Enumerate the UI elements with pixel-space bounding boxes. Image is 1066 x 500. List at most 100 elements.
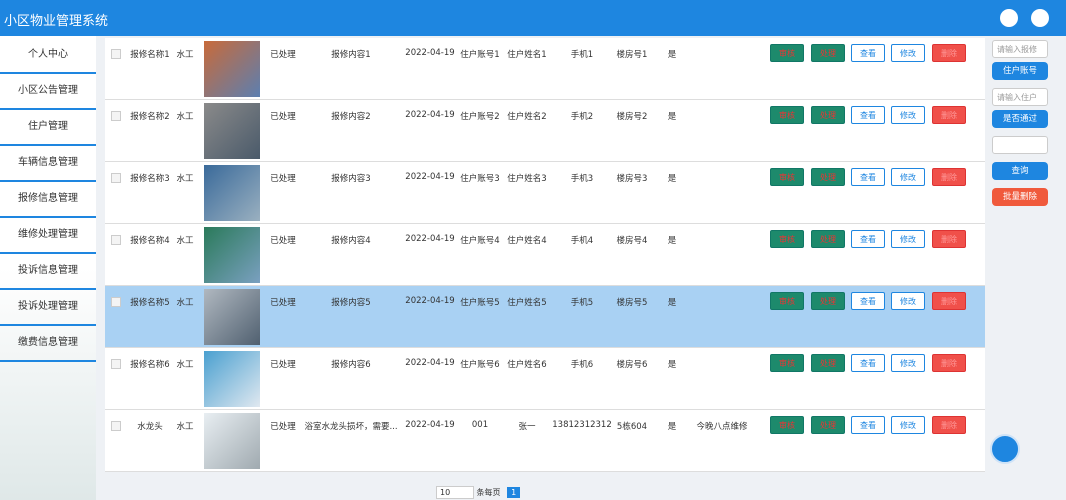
action-button[interactable]: 修改 — [891, 354, 925, 372]
action-button[interactable]: 修改 — [891, 416, 925, 434]
row-checkbox[interactable] — [111, 111, 121, 121]
cell-building: 楼房号2 — [616, 112, 648, 122]
cell-type: 水工 — [176, 50, 194, 60]
menu-item[interactable]: 住户管理 — [0, 110, 96, 146]
query-button[interactable]: 查询 — [992, 162, 1048, 180]
row-checkbox[interactable] — [111, 421, 121, 431]
table-row: 报修名称3 水工 已处理 报修内容3 2022-04-19 住户账号3 住户姓名3 手机3 楼房… — [105, 162, 985, 224]
action-button[interactable]: 查看 — [851, 354, 885, 372]
menu-item[interactable]: 个人中心 — [0, 38, 96, 74]
float-button[interactable] — [990, 434, 1020, 464]
user-icon[interactable] — [1031, 9, 1049, 27]
cell-name: 报修名称1 — [130, 50, 170, 60]
row-checkbox[interactable] — [111, 235, 121, 245]
cell-account: 住户账号2 — [460, 112, 500, 122]
page-current[interactable]: 1 — [507, 487, 521, 498]
action-button[interactable]: 修改 — [891, 106, 925, 124]
row-checkbox[interactable] — [111, 173, 121, 183]
action-button[interactable]: 审核 — [770, 354, 804, 372]
page-size[interactable]: 10 — [436, 486, 474, 499]
action-button[interactable]: 审核 — [770, 168, 804, 186]
menu-item[interactable]: 缴费信息管理 — [0, 326, 96, 362]
action-button[interactable]: 删除 — [932, 230, 966, 248]
action-button[interactable]: 查看 — [851, 416, 885, 434]
cell-owner: 住户姓名5 — [507, 298, 547, 308]
action-button[interactable]: 处理 — [811, 230, 845, 248]
table-row: 报修名称5 水工 已处理 报修内容5 2022-04-19 住户账号5 住户姓名5 手机5 楼房… — [105, 286, 985, 348]
select[interactable] — [992, 136, 1048, 154]
cell-owner: 住户姓名2 — [507, 112, 547, 122]
cell-phone: 13812312312 — [552, 420, 612, 430]
action-button[interactable]: 修改 — [891, 230, 925, 248]
action-button[interactable]: 查看 — [851, 168, 885, 186]
row-checkbox[interactable] — [111, 359, 121, 369]
cell-status: 已处理 — [270, 50, 296, 60]
action-button[interactable]: 处理 — [811, 44, 845, 62]
sidebar: 个人中心 小区公告管理 住户管理 车辆信息管理 报修信息管理 维修处理管理 投诉信息管理 投诉… — [0, 36, 96, 500]
action-button[interactable]: 查看 — [851, 44, 885, 62]
cell-account: 住户账号1 — [460, 50, 500, 60]
fullscreen-icon[interactable] — [1000, 9, 1018, 27]
action-button[interactable]: 删除 — [932, 168, 966, 186]
cell-content: 报修内容6 — [331, 360, 371, 370]
cell-status: 已处理 — [270, 112, 296, 122]
cell-date: 2022-04-19 — [405, 358, 455, 368]
action-button[interactable]: 处理 — [811, 416, 845, 434]
action-button[interactable]: 处理 — [811, 354, 845, 372]
action-button[interactable]: 修改 — [891, 168, 925, 186]
cell-name: 报修名称4 — [130, 236, 170, 246]
row-checkbox[interactable] — [111, 297, 121, 307]
table: 报修名称1 水工 已处理 报修内容1 2022-04-19 住户账号1 住户姓名1 手机1 楼房… — [105, 38, 985, 472]
menu-item[interactable]: 投诉信息管理 — [0, 254, 96, 290]
action-button[interactable]: 审核 — [770, 230, 804, 248]
cell-date: 2022-04-19 — [405, 234, 455, 244]
menu-item[interactable]: 报修信息管理 — [0, 182, 96, 218]
table-row: 报修名称1 水工 已处理 报修内容1 2022-04-19 住户账号1 住户姓名1 手机1 楼房… — [105, 38, 985, 100]
menu-item[interactable]: 车辆信息管理 — [0, 146, 96, 182]
cell-type: 水工 — [176, 360, 194, 370]
menu-item[interactable]: 小区公告管理 — [0, 74, 96, 110]
cell-account: 住户账号4 — [460, 236, 500, 246]
cell-name: 报修名称6 — [130, 360, 170, 370]
cell-passed: 是 — [667, 422, 677, 432]
action-button[interactable]: 修改 — [891, 44, 925, 62]
batch-delete-button[interactable]: 批量删除 — [992, 188, 1048, 206]
cell-building: 楼房号3 — [616, 174, 648, 184]
cell-building: 楼房号4 — [616, 236, 648, 246]
action-button[interactable]: 修改 — [891, 292, 925, 310]
action-button[interactable]: 删除 — [932, 292, 966, 310]
action-button[interactable]: 查看 — [851, 106, 885, 124]
row-image — [204, 165, 260, 221]
action-button[interactable]: 查看 — [851, 230, 885, 248]
cell-status: 已处理 — [270, 298, 296, 308]
cell-owner: 张一 — [518, 422, 536, 432]
cell-account: 住户账号6 — [460, 360, 500, 370]
action-button[interactable]: 删除 — [932, 44, 966, 62]
row-checkbox[interactable] — [111, 49, 121, 59]
menu-item[interactable]: 投诉处理管理 — [0, 290, 96, 326]
action-button[interactable]: 删除 — [932, 106, 966, 124]
action-button[interactable]: 处理 — [811, 106, 845, 124]
top-bar: 小区物业管理系统 — [0, 0, 1066, 36]
cell-building: 楼房号6 — [616, 360, 648, 370]
cell-phone: 手机4 — [570, 236, 594, 246]
action-button[interactable]: 审核 — [770, 106, 804, 124]
action-button[interactable]: 审核 — [770, 44, 804, 62]
action-button[interactable]: 审核 — [770, 292, 804, 310]
action-button[interactable]: 处理 — [811, 168, 845, 186]
search-input[interactable]: 请输入住户 — [992, 88, 1048, 106]
action-button[interactable]: 查看 — [851, 292, 885, 310]
pass-button[interactable]: 是否通过 — [992, 110, 1048, 128]
account-button[interactable]: 住户账号 — [992, 62, 1048, 80]
action-button[interactable]: 处理 — [811, 292, 845, 310]
action-button[interactable]: 审核 — [770, 416, 804, 434]
action-button[interactable]: 删除 — [932, 354, 966, 372]
table-row: 报修名称4 水工 已处理 报修内容4 2022-04-19 住户账号4 住户姓名4 手机4 楼房… — [105, 224, 985, 286]
cell-date: 2022-04-19 — [405, 110, 455, 120]
cell-name: 水龙头 — [137, 422, 163, 432]
search-input[interactable]: 请输入报修 — [992, 40, 1048, 58]
action-button[interactable]: 删除 — [932, 416, 966, 434]
cell-date: 2022-04-19 — [405, 296, 455, 306]
menu-item[interactable]: 维修处理管理 — [0, 218, 96, 254]
app-title: 小区物业管理系统 — [4, 14, 109, 29]
